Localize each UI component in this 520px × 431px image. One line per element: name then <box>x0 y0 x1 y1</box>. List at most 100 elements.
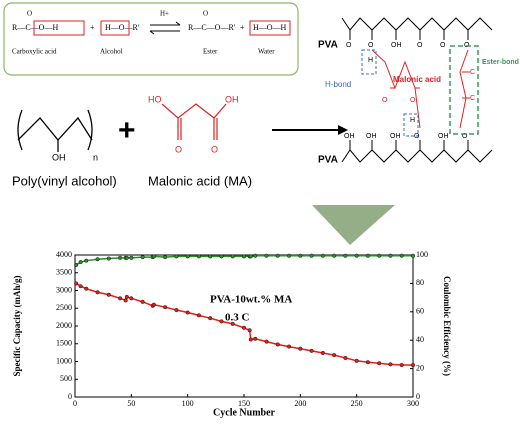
down-arrow <box>312 205 395 245</box>
point <box>287 253 292 258</box>
box <box>249 20 291 36</box>
atom: OH <box>52 152 66 162</box>
point <box>140 255 145 260</box>
y2-tick-label: 80 <box>416 278 424 287</box>
ma-label: Malonic acid (MA) <box>148 173 252 188</box>
alcohol-label: Alcohol <box>100 48 123 56</box>
atom: O <box>417 42 423 49</box>
reaction-scheme: R—C—O—H O + H—O—R′ H+ R—C—O—R′ O + H—O—H… <box>12 10 291 56</box>
point <box>248 254 253 259</box>
point <box>208 316 213 321</box>
point <box>123 298 128 303</box>
atom: C <box>470 95 475 102</box>
atom: O <box>368 42 374 49</box>
arrowhead <box>338 125 348 135</box>
point <box>411 363 416 368</box>
atom: OH <box>344 133 355 140</box>
point <box>365 360 370 365</box>
point <box>174 254 179 259</box>
point <box>241 325 246 330</box>
equilibrium-arrow <box>149 21 181 35</box>
ester-bond-label: Ester-bond <box>482 59 519 66</box>
point <box>332 353 337 358</box>
point <box>275 253 280 258</box>
atom: O <box>410 97 416 104</box>
point <box>388 253 393 258</box>
x-tick-label: 300 <box>407 399 419 408</box>
point <box>298 346 303 351</box>
annotation: PVA-10wt.% MA <box>210 294 292 306</box>
atom: H <box>368 57 373 64</box>
point <box>151 254 156 259</box>
y-tick-label: 2500 <box>56 303 72 312</box>
point <box>253 336 258 341</box>
annotation: 0.3 C <box>225 312 250 324</box>
plus: + <box>118 114 136 147</box>
x-tick-label: 100 <box>182 399 194 408</box>
point <box>106 256 111 261</box>
point <box>320 253 325 258</box>
plus: + <box>90 23 95 32</box>
reaction-box <box>3 2 299 76</box>
point <box>219 254 224 259</box>
atom: O <box>440 42 446 49</box>
atom: O <box>462 133 468 140</box>
h-bond-label: H-bond <box>325 80 351 89</box>
atom: n <box>93 152 98 162</box>
point <box>118 255 123 260</box>
atom: OH <box>391 42 402 49</box>
point <box>264 339 269 344</box>
y-tick-label: 1500 <box>56 339 72 348</box>
point <box>78 260 83 265</box>
point <box>84 286 89 291</box>
point <box>309 253 314 258</box>
point <box>196 313 201 318</box>
point <box>354 358 359 363</box>
y-tick-label: 3000 <box>56 285 72 294</box>
atom: OH <box>366 133 377 140</box>
point <box>377 253 382 258</box>
point <box>399 363 404 368</box>
chart: PVA-10wt.% MA 0.3 C Cycle Number Specifi… <box>12 250 452 418</box>
carbonyl: O <box>27 10 32 18</box>
point <box>140 299 145 304</box>
atom: O <box>211 144 218 154</box>
pva-label: Poly(vinyl alcohol) <box>12 173 117 188</box>
point <box>343 253 348 258</box>
catalyst: H+ <box>160 10 169 18</box>
y-tick-label: 1000 <box>56 356 72 365</box>
point <box>309 348 314 353</box>
pva-label: PVA <box>318 40 338 51</box>
acid-label: Carboxylic acid <box>12 48 57 56</box>
box <box>33 20 85 36</box>
point <box>129 296 134 301</box>
atom: OH <box>438 133 449 140</box>
water-label: Water <box>258 48 275 56</box>
point <box>241 254 246 259</box>
x-tick-label: 150 <box>238 399 250 408</box>
point <box>253 253 258 258</box>
point <box>219 319 224 324</box>
point <box>230 254 235 259</box>
point <box>106 292 111 297</box>
point <box>196 254 201 259</box>
point <box>320 350 325 355</box>
ester-label: Ester <box>203 48 218 56</box>
y2-tick-label: 100 <box>416 250 428 259</box>
acid-formula: R—C—O—H <box>12 23 58 32</box>
point <box>185 310 190 315</box>
point <box>163 255 168 260</box>
y2-axis-label: Coulombic Efficiency (%) <box>442 276 452 376</box>
ma-structure: HO OH O O <box>148 94 239 154</box>
y-tick-label: 4000 <box>56 250 72 259</box>
point <box>124 255 129 260</box>
y-tick-label: 500 <box>60 374 72 383</box>
y2-tick-label: 40 <box>416 335 424 344</box>
point <box>151 302 156 307</box>
x-tick-label: 50 <box>127 399 135 408</box>
point <box>343 355 348 360</box>
atom: OH <box>225 94 239 104</box>
box <box>100 20 130 36</box>
point <box>399 253 404 258</box>
